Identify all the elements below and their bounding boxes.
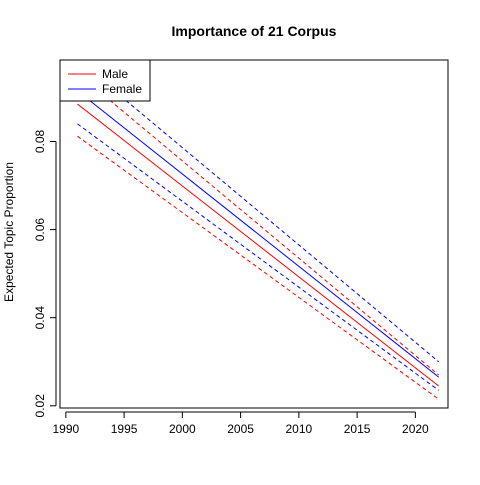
series-line-5: [77, 59, 440, 363]
y-tick-label: 0.08: [33, 129, 47, 153]
y-axis: 0.02 0.04 0.06 0.08: [33, 129, 57, 418]
y-tick-label: 0.02: [33, 394, 47, 418]
plot-frame: [59, 59, 449, 409]
x-tick-label: 2015: [344, 422, 371, 436]
legend-label-male: Male: [102, 67, 128, 81]
series-line-3: [77, 72, 440, 376]
x-tick-label: 2020: [402, 422, 429, 436]
x-tick-label: 2010: [286, 422, 313, 436]
x-tick-label: 2000: [169, 422, 196, 436]
x-tick-label: 1990: [52, 422, 79, 436]
series-layer: [77, 59, 440, 400]
series-line-4: [77, 123, 439, 391]
series-line-1: [77, 90, 439, 378]
series-line-2: [77, 135, 439, 400]
legend-label-female: Female: [102, 82, 142, 96]
x-tick-label: 1995: [111, 422, 138, 436]
y-axis-label-group: Expected Topic Proportion: [2, 162, 16, 302]
x-axis: 1990 1995 2000 2005 2010 2015 2020: [52, 411, 429, 436]
legend-box: [59, 59, 151, 102]
y-axis-label: Expected Topic Proportion: [2, 162, 16, 302]
y-tick-label: 0.06: [33, 218, 47, 242]
series-line-0: [77, 103, 439, 387]
chart-title: Importance of 21 Corpus: [172, 23, 337, 39]
y-tick-label: 0.04: [33, 306, 47, 330]
x-tick-label: 2005: [227, 422, 254, 436]
legend: Male Female: [59, 59, 151, 102]
